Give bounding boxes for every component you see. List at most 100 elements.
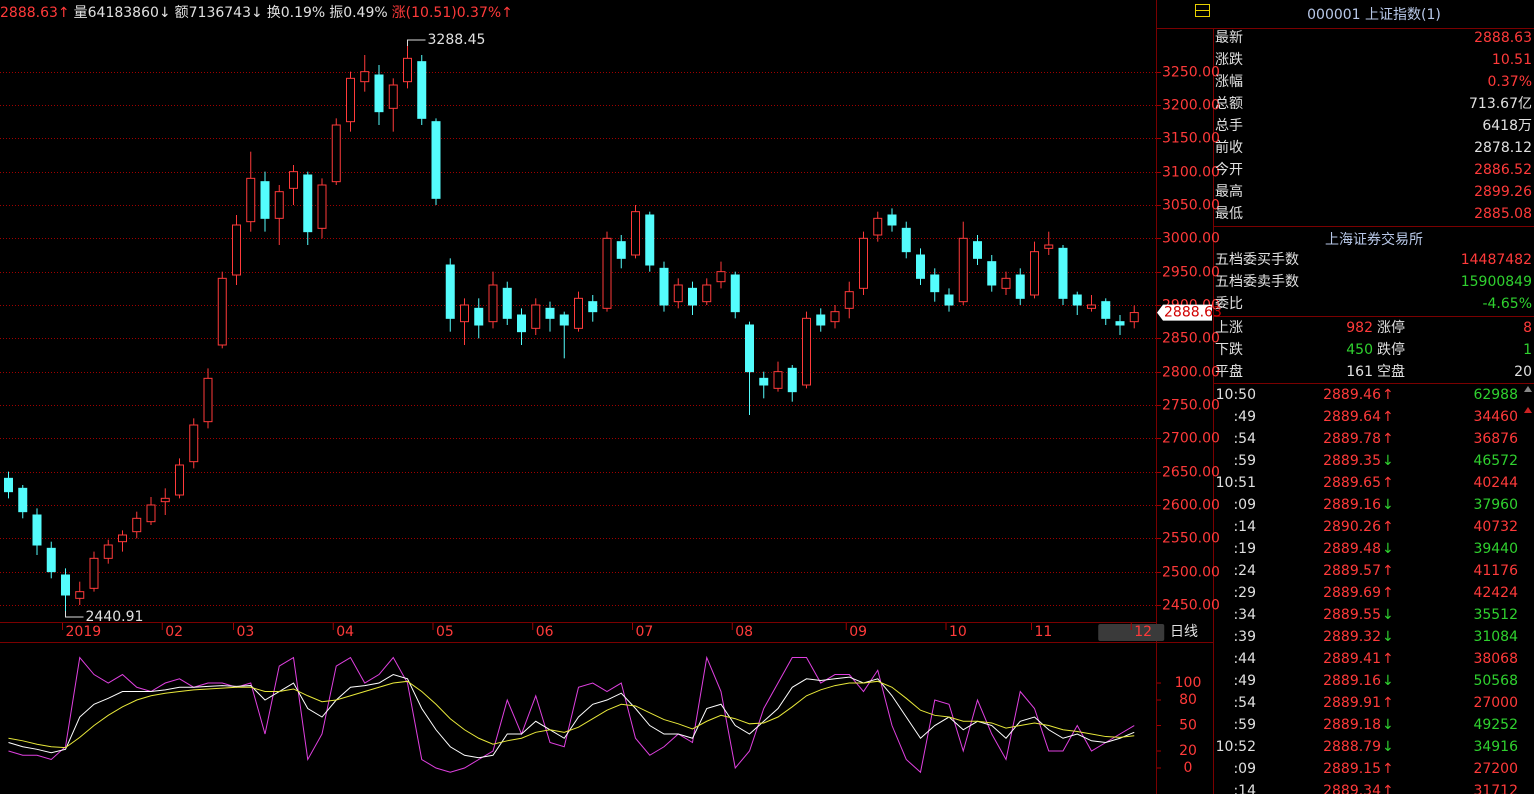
candle-body bbox=[189, 424, 199, 463]
candle-body bbox=[930, 274, 940, 293]
candle-body bbox=[431, 121, 441, 199]
quote-value: 2899.26 bbox=[1474, 184, 1532, 200]
candle-body bbox=[545, 307, 555, 319]
tick-arrow: ↓ bbox=[1382, 541, 1394, 557]
tick-price: 2889.16 bbox=[1323, 497, 1381, 513]
tick-volume: 49252 bbox=[1473, 717, 1518, 733]
candle-body bbox=[103, 544, 113, 559]
indicator-line bbox=[8, 655, 1135, 774]
candle-body bbox=[217, 277, 227, 346]
candle-body bbox=[1129, 312, 1139, 323]
breadth-label: 涨停 bbox=[1377, 319, 1405, 336]
x-tick-label: 2019 bbox=[66, 624, 102, 640]
tick-price: 2889.18 bbox=[1323, 717, 1381, 733]
tick-time: :59 bbox=[1233, 453, 1256, 469]
exchange-value: 15900849 bbox=[1461, 274, 1532, 290]
tick-arrow: ↑ bbox=[1382, 651, 1394, 667]
candle-body bbox=[645, 214, 655, 266]
quote-value: 713.67亿 bbox=[1469, 96, 1532, 112]
breadth-value: 1 bbox=[1523, 342, 1532, 358]
scroll-up[interactable] bbox=[1524, 386, 1532, 392]
candle-body bbox=[1058, 247, 1068, 299]
y-tick-label: 2850.00 bbox=[1162, 331, 1220, 347]
breadth-label: 跌停 bbox=[1377, 341, 1405, 358]
tick-time: :59 bbox=[1233, 717, 1256, 733]
breadth-value: 982 bbox=[1346, 320, 1373, 336]
candle-body bbox=[1015, 274, 1025, 299]
x-tick-label: 10 bbox=[949, 624, 967, 640]
quote-label: 最高 bbox=[1215, 183, 1243, 200]
candle-body bbox=[203, 377, 213, 423]
candle-body bbox=[118, 534, 127, 543]
exchange-value: 14487482 bbox=[1461, 252, 1532, 268]
candle-body bbox=[958, 237, 968, 303]
low-annotation: 2440.91 bbox=[86, 609, 144, 625]
status-item: 额7136743↓ bbox=[175, 5, 263, 21]
tick-volume: 46572 bbox=[1473, 453, 1518, 469]
candle-body bbox=[702, 284, 712, 303]
price-tag-label: 2888.63 bbox=[1164, 305, 1222, 321]
candle-body bbox=[844, 291, 854, 309]
candle-body bbox=[502, 287, 512, 319]
candle-body bbox=[32, 514, 42, 546]
candle-body bbox=[616, 241, 626, 259]
exchange-value: -4.65% bbox=[1482, 296, 1532, 312]
tick-price: 2889.35 bbox=[1323, 453, 1381, 469]
candle-body bbox=[232, 224, 241, 276]
quote-value: 6418万 bbox=[1482, 118, 1532, 134]
tick-price: 2890.26 bbox=[1323, 519, 1381, 535]
x-tick-label: 09 bbox=[849, 624, 867, 640]
y-tick-label: 0 bbox=[1184, 760, 1193, 776]
price-tag bbox=[1157, 304, 1212, 321]
exchange-label: 五档委买手数 bbox=[1215, 252, 1299, 268]
x-tick-label: 07 bbox=[636, 624, 654, 640]
candle-body bbox=[916, 254, 925, 279]
tick-volume: 35512 bbox=[1473, 607, 1518, 623]
y-tick-label: 3250.00 bbox=[1162, 65, 1220, 81]
tick-arrow: ↑ bbox=[1382, 475, 1394, 491]
scroll-marker[interactable] bbox=[1524, 407, 1532, 413]
quote-label: 总额 bbox=[1215, 96, 1243, 112]
tick-arrow: ↑ bbox=[1382, 563, 1394, 579]
candle-body bbox=[1072, 294, 1082, 306]
tick-arrow: ↓ bbox=[1382, 739, 1394, 755]
breadth-value: 8 bbox=[1523, 320, 1532, 336]
candle-body bbox=[346, 77, 355, 123]
y-tick-label: 3200.00 bbox=[1162, 98, 1220, 114]
status-item: 量64183860↓ bbox=[74, 5, 171, 21]
candle-body bbox=[4, 477, 13, 493]
candle-body bbox=[602, 237, 612, 309]
candle-body bbox=[260, 181, 270, 219]
tick-time: :49 bbox=[1233, 673, 1256, 689]
tick-time: 10:50 bbox=[1216, 387, 1256, 403]
tick-time: :44 bbox=[1233, 651, 1256, 667]
candle-body bbox=[303, 174, 313, 233]
tick-time: 10:52 bbox=[1216, 739, 1256, 755]
candle-body bbox=[559, 314, 569, 326]
quote-value: 2878.12 bbox=[1474, 140, 1532, 156]
candle-body bbox=[987, 261, 997, 286]
candle-body bbox=[331, 124, 341, 183]
candle-body bbox=[474, 307, 484, 326]
tick-price: 2889.55 bbox=[1323, 607, 1381, 623]
exchange-label: 委比 bbox=[1215, 296, 1243, 312]
breadth-label: 平盘 bbox=[1215, 363, 1243, 380]
tick-volume: 27000 bbox=[1473, 695, 1518, 711]
tick-time: :14 bbox=[1233, 783, 1256, 794]
candle-body bbox=[374, 74, 384, 113]
breadth-value: 20 bbox=[1514, 364, 1532, 380]
tick-price: 2889.65 bbox=[1323, 475, 1381, 491]
annotation-line bbox=[65, 611, 84, 618]
high-annotation: 3288.45 bbox=[428, 32, 486, 48]
tick-price: 2889.46 bbox=[1323, 387, 1381, 403]
candle-body bbox=[61, 574, 70, 596]
quote-label: 最低 bbox=[1215, 206, 1243, 222]
y-tick-label: 2550.00 bbox=[1162, 531, 1220, 547]
candle-body bbox=[89, 557, 99, 589]
quote-label: 总手 bbox=[1215, 118, 1243, 134]
tick-price: 2889.64 bbox=[1323, 409, 1381, 425]
tick-volume: 40732 bbox=[1473, 519, 1518, 535]
tick-volume: 41176 bbox=[1473, 563, 1518, 579]
